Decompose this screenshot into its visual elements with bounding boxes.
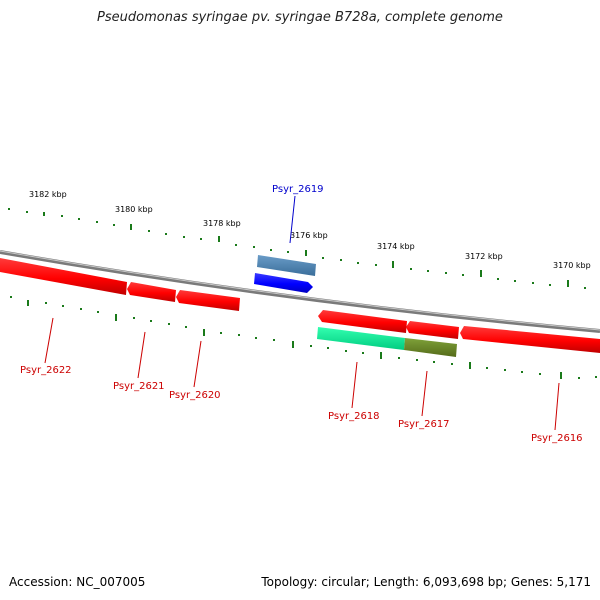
ruler-label: 3178 kbp — [203, 219, 241, 228]
genome-backbone — [0, 250, 600, 333]
highlight-feature-2[interactable] — [404, 338, 457, 357]
ruler-label: 3170 kbp — [553, 261, 591, 270]
gene-arrow-psyr-2622[interactable] — [0, 258, 127, 295]
genome-title: Pseudomonas syringae pv. syringae B728a,… — [97, 10, 503, 25]
genome-summary: Topology: circular; Length: 6,093,698 bp… — [261, 575, 591, 589]
gene-arrow-psyr-2617[interactable] — [406, 321, 459, 339]
gene-arrow-psyr-2618[interactable] — [318, 310, 407, 333]
gene-label-psyr-2616[interactable]: Psyr_2616 — [531, 433, 583, 444]
ruler-inner-ticks — [10, 296, 597, 379]
ruler-label: 3180 kbp — [115, 205, 153, 214]
misc-feature-bar[interactable] — [257, 255, 316, 276]
gene-label-psyr-2617[interactable]: Psyr_2617 — [398, 419, 450, 430]
ruler-label: 3176 kbp — [290, 231, 328, 240]
ruler-label: 3172 kbp — [465, 252, 503, 261]
gene-label-psyr-2619[interactable]: Psyr_2619 — [272, 184, 324, 195]
ruler-label: 3174 kbp — [377, 242, 415, 251]
gene-arrow-psyr-2619[interactable] — [254, 273, 313, 293]
gene-arrow-psyr-2616[interactable] — [460, 326, 600, 353]
accession-label: Accession: NC_007005 — [9, 575, 146, 589]
highlight-feature-1[interactable] — [317, 327, 405, 350]
gene-label-psyr-2620[interactable]: Psyr_2620 — [169, 390, 221, 401]
gene-arrow-psyr-2620[interactable] — [176, 290, 240, 311]
gene-label-psyr-2618[interactable]: Psyr_2618 — [328, 411, 380, 422]
gene-label-psyr-2621[interactable]: Psyr_2621 — [113, 381, 165, 392]
ruler-label: 3182 kbp — [29, 190, 67, 199]
gene-label-psyr-2622[interactable]: Psyr_2622 — [20, 365, 72, 376]
gene-arrow-psyr-2621[interactable] — [127, 282, 176, 302]
ruler-outer-ticks — [8, 208, 586, 289]
label-leader-lines — [44, 195, 560, 431]
